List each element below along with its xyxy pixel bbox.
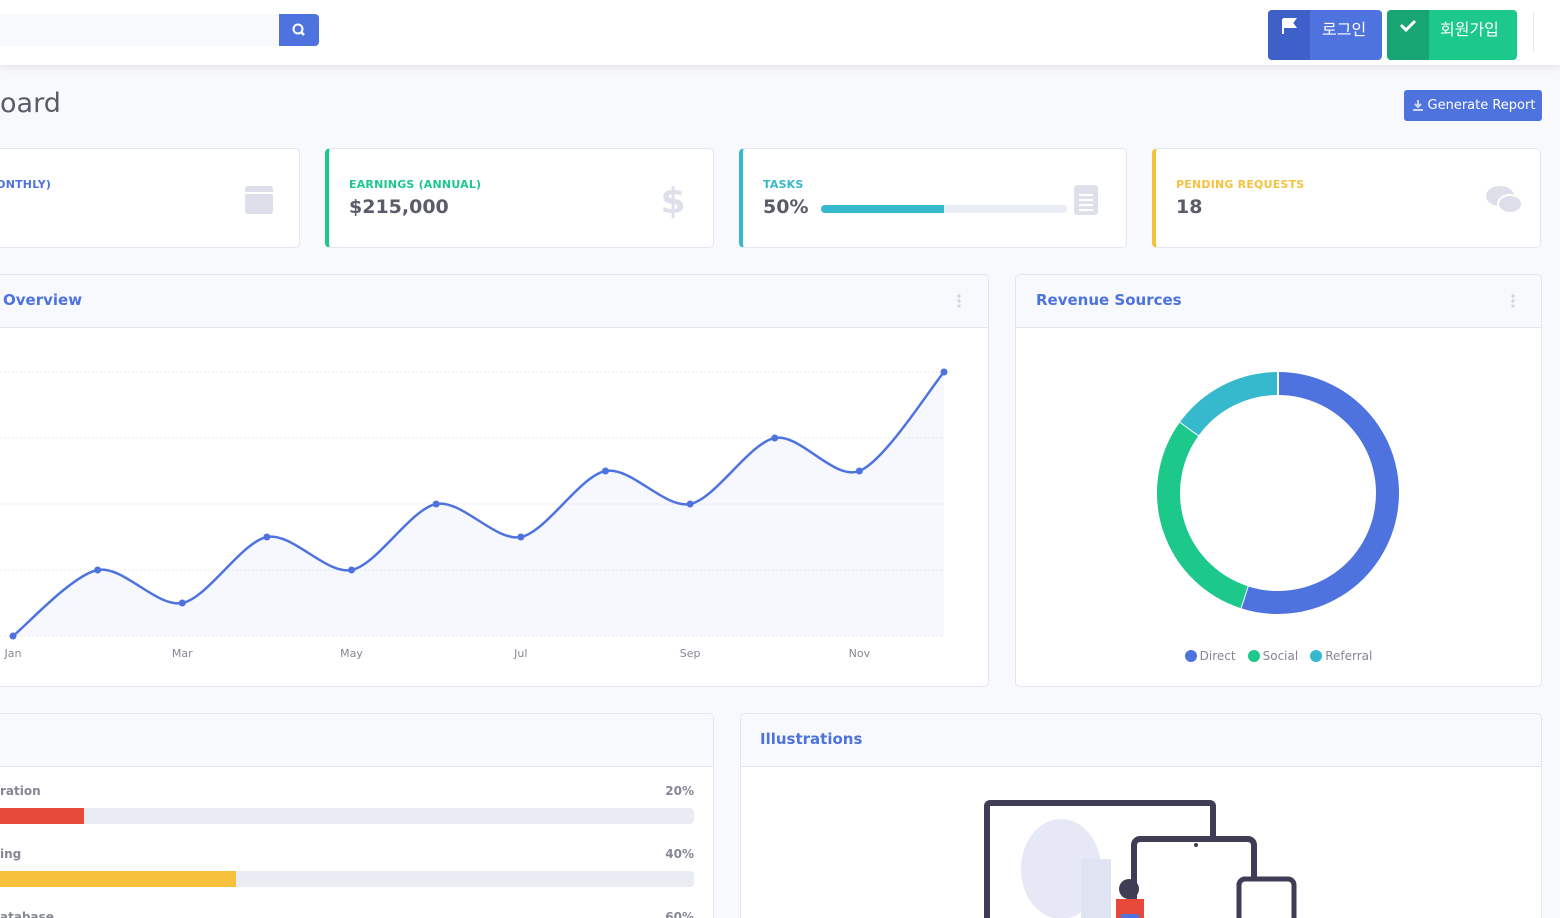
legend-item: Social <box>1247 649 1299 663</box>
point <box>940 368 948 376</box>
point <box>517 533 525 541</box>
kpi-icon <box>245 186 273 214</box>
pie-chart-card: Revenue Sources Direct Social Referral <box>1015 274 1542 687</box>
signup-text: 회원가입 <box>1440 20 1499 39</box>
icon-part <box>245 192 273 194</box>
icon-part <box>1079 209 1093 211</box>
illustrations-card: Illustrations <box>740 713 1542 918</box>
pie-slice <box>1180 372 1279 436</box>
generate-report-text: Generate Report <box>1427 98 1536 113</box>
kpi-card: MONTHLY)0 <box>0 148 300 248</box>
project-name: ing <box>0 847 22 861</box>
area-chart: Jan Mar May Jul Sep Nov <box>0 368 948 660</box>
x-tick-label: May <box>340 647 363 660</box>
project-percent: 40% <box>665 847 694 861</box>
search-icon <box>292 23 305 36</box>
point <box>263 533 271 541</box>
project-name: atabase <box>0 910 54 918</box>
kpi-card: PENDING REQUESTS 18 <box>1152 148 1541 248</box>
login-text: 로그인 <box>1322 20 1367 39</box>
project-percent: 60% <box>665 910 694 918</box>
search-input[interactable] <box>0 14 279 46</box>
menu-dots[interactable] <box>957 294 961 308</box>
signup-icon <box>1387 10 1429 60</box>
card-header <box>741 714 1541 767</box>
progress-track <box>821 205 1067 213</box>
icon-part <box>1497 194 1523 214</box>
x-tick-label: Sep <box>680 647 701 660</box>
kpi-value: $215,000 <box>349 196 449 218</box>
card-header <box>0 714 713 767</box>
pie-slice <box>1240 372 1399 614</box>
point <box>432 500 440 508</box>
kpi-value: 50% <box>763 196 809 218</box>
icon-part <box>1079 194 1093 196</box>
illustration <box>984 800 1297 918</box>
kpi-label: TASKS <box>763 178 804 191</box>
kpi-label: MONTHLY) <box>0 178 52 191</box>
login-icon <box>1268 10 1310 60</box>
kpi-label: EARNINGS (ANNUAL) <box>349 178 482 191</box>
card-title: Revenue Sources <box>1036 291 1182 309</box>
area-chart-card: Overview <box>0 274 989 687</box>
point <box>601 467 609 475</box>
legend-label: Direct <box>1199 649 1236 663</box>
x-tick-label: Mar <box>172 647 193 660</box>
line <box>12 371 945 637</box>
progress-bar <box>0 871 237 887</box>
legend-item: Referral <box>1310 649 1372 663</box>
icon-part <box>1079 204 1093 206</box>
point <box>9 632 17 640</box>
legend-label: Social <box>1262 649 1299 663</box>
icon-part <box>245 186 273 214</box>
legend-dot <box>1247 650 1260 662</box>
progress-track <box>0 871 694 887</box>
x-tick-label: Nov <box>849 647 871 660</box>
signup-button[interactable]: 회원가입 <box>1387 10 1517 60</box>
project-name: ration <box>0 784 41 798</box>
icon-part: $ <box>660 181 685 220</box>
search-button[interactable] <box>279 14 319 46</box>
area-fill <box>13 372 944 636</box>
point <box>348 566 356 574</box>
x-tick-label: Jul <box>513 647 527 660</box>
legend-label: Referral <box>1325 649 1373 663</box>
kpi-icon <box>1074 185 1098 215</box>
legend: Direct Social Referral <box>1016 649 1541 663</box>
pie-slice <box>1157 421 1248 609</box>
point <box>855 467 863 475</box>
login-button[interactable]: 로그인 <box>1268 10 1382 60</box>
legend-item: Direct <box>1184 649 1236 663</box>
page-title: oard <box>0 88 61 119</box>
card-title: Overview <box>3 291 83 309</box>
point <box>178 599 186 607</box>
progress-track <box>0 808 694 824</box>
card-header <box>1016 275 1541 328</box>
card-header <box>0 275 988 328</box>
x-tick-label: Jan <box>4 647 22 660</box>
progress-bar <box>0 808 84 824</box>
slice-gap <box>1178 420 1201 438</box>
kpi-card: TASKS 50% <box>739 148 1127 248</box>
progress-bar <box>821 205 944 213</box>
card-title: Illustrations <box>760 730 863 748</box>
point <box>771 434 779 442</box>
kpi-card: EARNINGS (ANNUAL) $215,000 $ <box>325 148 714 248</box>
point <box>94 566 102 574</box>
kpi-icon: $ <box>660 181 685 220</box>
legend-dot <box>1310 650 1323 662</box>
download-icon <box>1412 99 1423 111</box>
pie-chart <box>1157 370 1399 614</box>
divider <box>1533 12 1534 52</box>
point <box>686 500 694 508</box>
icon-part <box>1079 199 1093 201</box>
menu-dots[interactable] <box>1511 294 1515 308</box>
project-percent: 20% <box>665 784 694 798</box>
legend-dot <box>1184 650 1197 662</box>
kpi-icon <box>1486 186 1523 214</box>
kpi-value: 18 <box>1176 196 1203 218</box>
kpi-label: PENDING REQUESTS <box>1176 178 1305 191</box>
generate-report-button[interactable]: Generate Report <box>1404 90 1542 121</box>
